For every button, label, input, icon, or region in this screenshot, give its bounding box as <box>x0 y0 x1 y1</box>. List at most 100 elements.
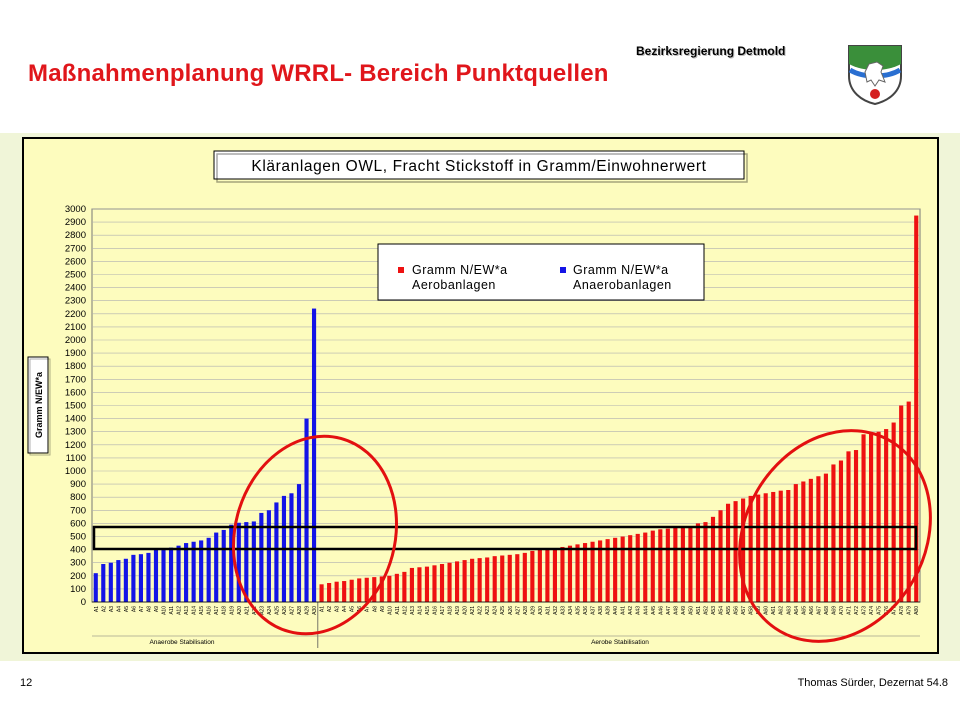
bar-anaerob <box>199 540 204 602</box>
x-tick-label: A3 <box>109 606 115 612</box>
bar-aerob <box>620 536 625 602</box>
bar-aerob <box>703 522 708 602</box>
x-tick-label: A26 <box>282 606 288 615</box>
x-tick-label: A29 <box>305 606 311 615</box>
x-tick-label: A5 <box>124 606 130 612</box>
y-tick-label: 200 <box>70 571 86 582</box>
group-label-anaerob: Anaerobe Stabilisation <box>149 639 214 646</box>
footer-author: Thomas Sürder, Dezernat 54.8 <box>797 677 948 689</box>
bar-aerob <box>334 581 339 602</box>
bar-aerob <box>319 584 324 602</box>
x-tick-label: A63 <box>786 606 792 615</box>
y-tick-label: 1600 <box>65 387 86 398</box>
y-tick-label: 2200 <box>65 309 86 320</box>
bar-anaerob <box>229 524 234 602</box>
bar-aerob <box>372 577 377 602</box>
bar-aerob <box>552 548 557 602</box>
bar-anaerob <box>146 552 151 603</box>
y-tick-label: 1400 <box>65 414 86 425</box>
x-axis: A1 A2 A3 A4 A5 A6 A7 A8 A9 A10 A11 A12 A13 A14 A15 A16 A… <box>92 601 920 648</box>
bar-aerob <box>688 526 693 602</box>
y-tick-label: 1100 <box>66 453 86 464</box>
x-tick-label: A23 <box>259 606 265 615</box>
y-tick-label: 2400 <box>65 283 86 294</box>
x-tick-label: A27 <box>290 606 296 615</box>
x-tick-label: A16 <box>207 606 213 615</box>
y-axis-label-box <box>27 356 49 454</box>
y-tick-label: 700 <box>70 505 86 516</box>
x-tick-label: A47 <box>666 606 672 615</box>
x-tick-label: A18 <box>222 606 228 615</box>
x-tick-label: A9 <box>380 606 386 612</box>
x-tick-label: A13 <box>410 606 416 615</box>
x-tick-label: A44 <box>643 606 649 615</box>
x-tick-label: A64 <box>794 606 800 615</box>
slide-number: 12 <box>20 677 33 689</box>
bar-anaerob <box>236 522 241 602</box>
bar-aerob <box>590 541 595 602</box>
bar-aerob <box>485 557 490 602</box>
bar-anaerob <box>251 521 256 602</box>
bar-aerob <box>643 532 648 602</box>
legend-label-anaerob: Gramm N/EW*a Anaerobanlagen <box>573 263 672 292</box>
x-tick-label: A56 <box>734 606 740 615</box>
x-tick-label: A4 <box>342 606 348 612</box>
bar-aerob <box>477 558 482 602</box>
y-tick-label: 2100 <box>65 322 86 333</box>
x-tick-label: A13 <box>184 606 190 615</box>
x-tick-label: A24 <box>493 606 499 615</box>
bar-aerob <box>914 215 919 603</box>
bar-aerob <box>801 481 806 602</box>
chart-title-shadow <box>216 153 748 183</box>
bar-aerob <box>462 560 467 602</box>
bar-aerob <box>628 535 633 602</box>
x-tick-label: A9 <box>154 606 160 612</box>
x-tick-label: A61 <box>771 606 777 615</box>
bar-anaerob <box>131 554 136 602</box>
x-tick-label: A41 <box>621 606 627 615</box>
y-tick-label: 2900 <box>65 217 86 228</box>
bar-aerob <box>718 510 723 602</box>
x-tick-label: A20 <box>237 606 243 615</box>
y-tick-label: 3000 <box>65 204 86 215</box>
group-label-aerob: Aerobe Stabilisation <box>591 639 649 646</box>
bar-aerob <box>884 429 889 602</box>
bar-aerob <box>869 433 874 602</box>
y-tick-label: 2500 <box>65 270 86 281</box>
bar-aerob <box>537 549 542 602</box>
x-tick-label: A78 <box>899 606 905 615</box>
y-axis-label: Gramm N/EW*a <box>34 371 44 438</box>
x-tick-label: A73 <box>862 606 868 615</box>
x-tick-label: A28 <box>297 606 303 615</box>
bar-aerob <box>906 401 911 602</box>
x-tick-label: A2 <box>101 606 107 612</box>
y-tick-label: 1700 <box>65 374 86 385</box>
x-tick-label: A39 <box>606 606 612 615</box>
x-tick-label: A75 <box>877 606 883 615</box>
x-tick-label: A33 <box>561 606 567 615</box>
x-tick-label: A53 <box>711 606 717 615</box>
bar-aerob <box>733 501 738 602</box>
bar-aerob <box>394 573 399 602</box>
x-tick-label: A12 <box>177 606 183 615</box>
bar-aerob <box>522 552 527 603</box>
highlight-ellipse-anaerob <box>232 434 398 636</box>
bar-aerob <box>500 555 505 602</box>
bar-aerob <box>567 545 573 602</box>
bar-anaerob <box>274 502 279 602</box>
y-tick-label: 500 <box>70 532 86 543</box>
legend-swatch-anaerob <box>560 267 566 273</box>
bar-aerob <box>439 564 445 602</box>
x-tick-label: A19 <box>229 606 235 615</box>
bar-aerob <box>492 556 497 602</box>
bar-aerob <box>808 478 813 602</box>
bar-anaerob <box>161 548 166 602</box>
x-tick-label: A15 <box>199 606 205 615</box>
bar-aerob <box>605 539 610 602</box>
bar-anaerob <box>184 543 189 602</box>
y-tick-label: 900 <box>70 479 86 490</box>
x-tick-label: A42 <box>628 606 634 615</box>
x-tick-label: A34 <box>568 606 574 615</box>
x-tick-label: A66 <box>809 606 815 615</box>
x-tick-label: A51 <box>696 606 702 615</box>
